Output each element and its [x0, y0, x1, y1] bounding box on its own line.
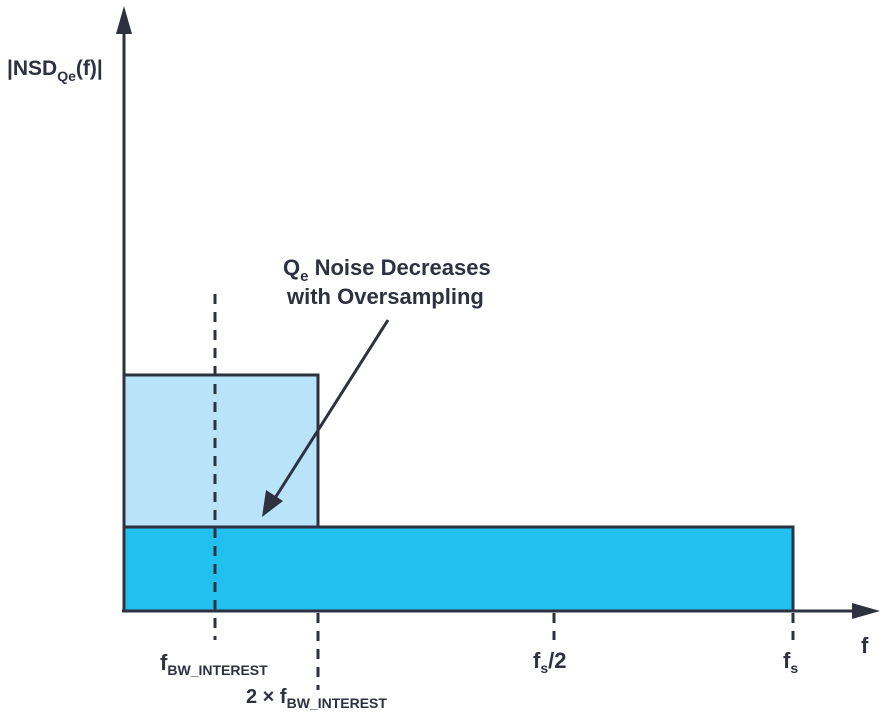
annotation-line-1-tail: Noise Decreases: [308, 255, 490, 280]
tick-label-fs-half: fs/2: [533, 648, 566, 676]
annotation-q-sub: e: [300, 268, 308, 285]
tick-fs-half-tail: /2: [548, 648, 566, 673]
annotation-arrowhead: [262, 490, 283, 517]
tick-two-f-bw-sub: BW_INTEREST: [287, 695, 388, 711]
tick-fs-main: f: [783, 648, 791, 673]
noise-block-nyquist: [122, 373, 320, 529]
y-axis-label: |NSDQe(f)|: [7, 57, 103, 84]
y-axis-label-main: |NSD: [7, 57, 57, 80]
annotation-arrow: [268, 319, 390, 507]
tick-f-bw-sub: BW_INTEREST: [167, 662, 268, 678]
x-axis-arrowhead: [852, 603, 880, 619]
tick-label-f-bw-interest: fBW_INTEREST: [160, 650, 268, 678]
annotation-line-1: Qe Noise Decreases: [283, 255, 491, 285]
noise-block-oversampled: [122, 525, 795, 613]
tick-label-two-f-bw-interest: 2 × fBW_INTEREST: [246, 686, 387, 711]
y-axis-label-sub: Qe: [57, 68, 76, 84]
tick-fs-half-sub: s: [540, 660, 548, 676]
tick-label-fs: fs: [783, 648, 798, 676]
tick-fs-sub: s: [790, 660, 798, 676]
y-axis-arrowhead: [116, 6, 132, 34]
annotation-q: Q: [283, 255, 300, 280]
tick-two-f-bw-prefix: 2 × f: [246, 686, 287, 708]
annotation-line-2: with Oversampling: [286, 284, 484, 309]
tick-fs-half-main: f: [533, 648, 541, 673]
y-axis-label-tail: (f)|: [76, 57, 103, 80]
tick-f-bw-main: f: [160, 650, 168, 675]
x-axis-label: f: [861, 633, 869, 658]
